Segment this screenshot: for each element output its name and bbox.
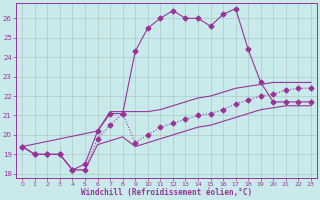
X-axis label: Windchill (Refroidissement éolien,°C): Windchill (Refroidissement éolien,°C) [81, 188, 252, 197]
